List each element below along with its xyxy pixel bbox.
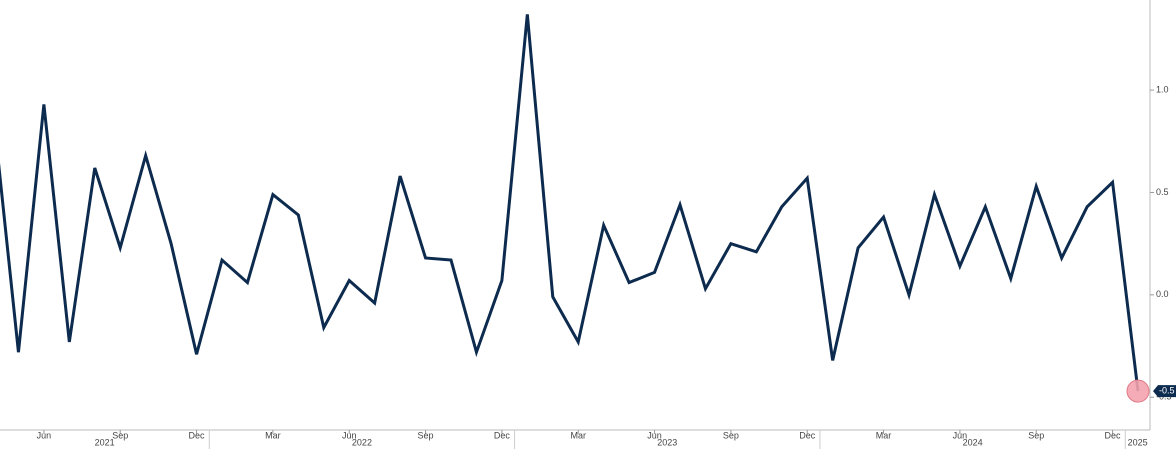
- x-tick-label: Sep: [1028, 430, 1044, 440]
- x-tick-label: Jun: [953, 430, 968, 440]
- year-label: 2023: [657, 437, 677, 447]
- x-tick-label: Mar: [265, 430, 281, 440]
- y-tick-label: 0.0: [1156, 289, 1169, 299]
- x-tick-label: Dec: [189, 430, 206, 440]
- highlight-marker: [1126, 379, 1150, 403]
- plot-area: [0, 14, 1140, 392]
- year-label: 2024: [963, 437, 983, 447]
- x-tick-label: Jun: [37, 430, 52, 440]
- x-tick-label: Mar: [876, 430, 892, 440]
- line: [0, 14, 1140, 392]
- x-tick-label: Jun: [342, 430, 357, 440]
- x-tick-label: Sep: [418, 430, 434, 440]
- x-tick-label: Mar: [570, 430, 586, 440]
- y-tick-label: 0.5: [1156, 187, 1169, 197]
- x-tick-label: Dec: [494, 430, 511, 440]
- year-label: 2022: [352, 437, 372, 447]
- year-label: 2021: [95, 437, 115, 447]
- value-label: -0.5: [1159, 385, 1175, 395]
- x-tick-label: Dec: [799, 430, 816, 440]
- x-tick-label: Dec: [1105, 430, 1122, 440]
- x-tick-label: Sep: [112, 430, 128, 440]
- value-label-box: [1153, 385, 1176, 398]
- y-tick-label: 1.0: [1156, 84, 1169, 94]
- x-tick-label: Jun: [647, 430, 662, 440]
- x-tick-label: Sep: [723, 430, 739, 440]
- year-label: 2025: [1128, 437, 1148, 447]
